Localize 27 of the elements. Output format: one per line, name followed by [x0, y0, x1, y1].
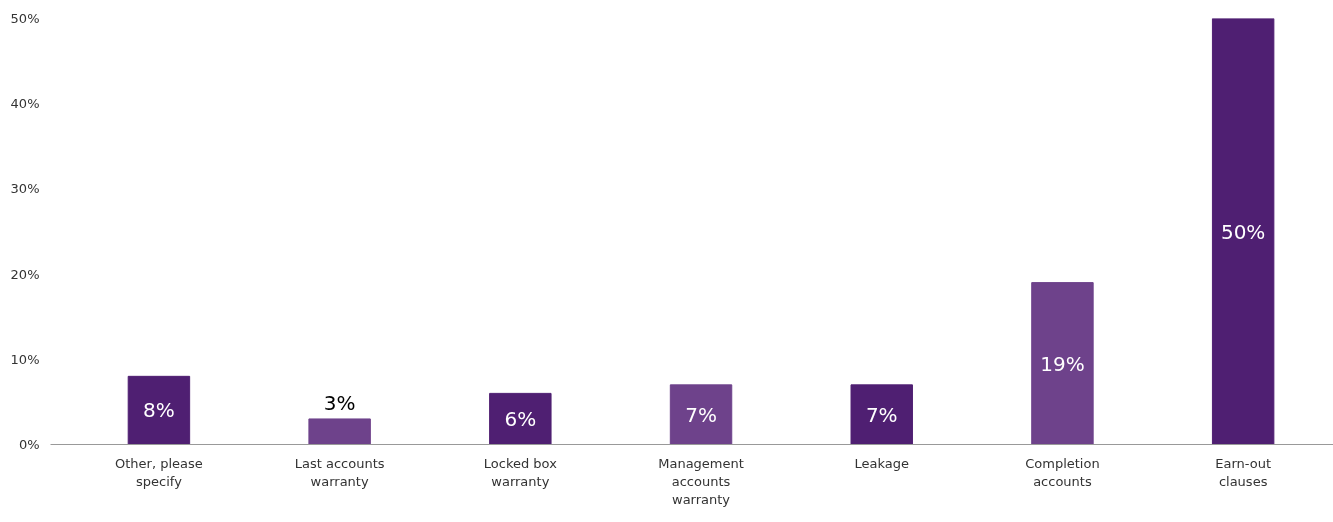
bar: [1031, 282, 1094, 445]
y-tick-label: 0%: [18, 437, 40, 452]
data-label: 19%: [1040, 351, 1085, 376]
data-label: 50%: [1220, 219, 1266, 244]
x-tick-label: Last accounts warranty: [294, 455, 385, 489]
data-label: 3%: [323, 390, 356, 415]
x-tick-label: Earn-out clauses: [1215, 455, 1272, 489]
y-tick-label: 20%: [10, 266, 40, 282]
bar: [669, 384, 733, 445]
x-tick-label: Locked box warranty: [483, 455, 558, 489]
bar: [1211, 18, 1275, 445]
x-tick-label: Leakage: [854, 455, 909, 471]
data-label: 7%: [865, 402, 898, 427]
y-tick-label: 10%: [10, 351, 40, 367]
x-tick-label: Other, please specify: [115, 455, 203, 489]
y-tick-label: 50%: [10, 11, 40, 26]
x-tick-label: Management accounts warranty: [658, 455, 744, 507]
y-tick-label: 30%: [10, 181, 40, 197]
bar: [308, 418, 371, 445]
data-label: 8%: [143, 398, 175, 423]
y-tick-label: 40%: [10, 96, 40, 112]
x-tick-label: Completion accounts: [1025, 455, 1100, 489]
data-label: 7%: [685, 402, 717, 427]
bar: [850, 384, 913, 445]
data-label: 6%: [504, 406, 537, 431]
bar: [489, 392, 552, 445]
bar: [127, 375, 191, 445]
